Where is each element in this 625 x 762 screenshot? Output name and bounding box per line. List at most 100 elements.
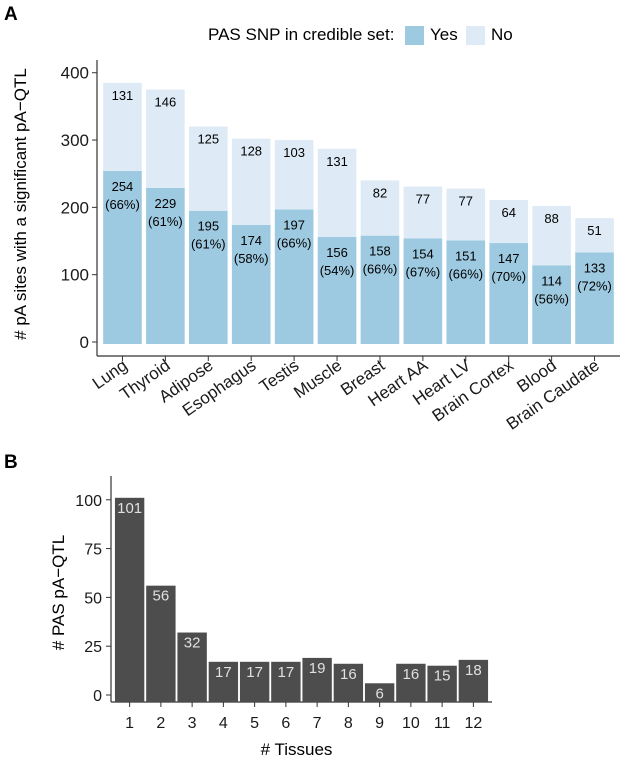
bar-label-yes: 147 bbox=[498, 251, 520, 266]
bar bbox=[333, 663, 364, 702]
x-tick-label: 12 bbox=[464, 715, 482, 732]
bar-yes bbox=[146, 187, 185, 344]
bar bbox=[271, 661, 301, 702]
x-tick-label: 6 bbox=[281, 715, 290, 732]
bar-no bbox=[446, 188, 486, 241]
bar-label-yes: 158 bbox=[369, 244, 391, 259]
bar-no bbox=[317, 148, 357, 237]
bar-value-label: 15 bbox=[434, 668, 451, 685]
y-tick-label: 100 bbox=[75, 493, 102, 510]
bar-label-yes: 156 bbox=[326, 245, 348, 260]
bar-label-no: 77 bbox=[459, 194, 473, 209]
y-tick-label: 50 bbox=[84, 590, 102, 607]
x-tick-label: 9 bbox=[375, 715, 384, 732]
bar-value-label: 18 bbox=[465, 662, 482, 679]
bar-no bbox=[103, 82, 142, 172]
bar-label-percent: (66%) bbox=[105, 197, 140, 212]
legend-swatch-yes bbox=[405, 26, 424, 45]
bar-label-no: 77 bbox=[416, 191, 430, 206]
bar-label-percent: (61%) bbox=[191, 237, 226, 252]
bar-yes bbox=[403, 238, 443, 344]
bar-no bbox=[146, 89, 185, 188]
bar-yes bbox=[231, 224, 271, 344]
bar-label-percent: (58%) bbox=[234, 251, 269, 266]
bar bbox=[239, 661, 270, 702]
bar-no bbox=[403, 186, 443, 239]
bar-value-label: 16 bbox=[340, 666, 357, 683]
bar-label-yes: 133 bbox=[584, 260, 606, 275]
bar bbox=[208, 661, 239, 702]
x-tick-label: 2 bbox=[156, 715, 165, 732]
bar-label-yes: 195 bbox=[197, 219, 219, 234]
bar-label-percent: (67%) bbox=[406, 264, 441, 279]
y-tick-label: 400 bbox=[61, 64, 89, 83]
x-tick-label: Muscle bbox=[290, 356, 345, 402]
y-tick-label: 75 bbox=[84, 542, 102, 559]
y-axis-title: # PAS pA−QTL bbox=[49, 535, 68, 650]
bar-label-yes: 154 bbox=[412, 246, 434, 261]
bar-label-yes: 197 bbox=[283, 217, 305, 232]
bar bbox=[302, 657, 332, 702]
bar-label-percent: (61%) bbox=[148, 214, 183, 229]
bar-value-label: 17 bbox=[278, 664, 295, 681]
bar bbox=[396, 663, 426, 702]
bar-label-yes: 229 bbox=[155, 196, 177, 211]
panel-a-chart: 0 100 200 300 400 # pA sites with a significa… bbox=[11, 25, 620, 434]
legend-label-yes: Yes bbox=[430, 25, 458, 44]
bar-label-no: 131 bbox=[326, 154, 348, 169]
bar-value-label: 101 bbox=[117, 500, 142, 517]
bar-no bbox=[360, 180, 400, 236]
x-tick-label: 10 bbox=[402, 715, 420, 732]
bar-label-no: 125 bbox=[197, 132, 219, 147]
y-tick-label: 0 bbox=[93, 688, 102, 705]
bar-no bbox=[532, 206, 571, 266]
bar-label-no: 88 bbox=[544, 211, 558, 226]
legend-label-no: No bbox=[491, 25, 513, 44]
bar-label-yes: 174 bbox=[240, 233, 262, 248]
bar-label-percent: (66%) bbox=[277, 235, 312, 250]
bar-yes bbox=[575, 252, 614, 344]
bar-yes bbox=[360, 235, 400, 344]
bar-value-label: 19 bbox=[309, 660, 326, 677]
bar-label-yes: 114 bbox=[541, 273, 562, 288]
bar-label-no: 146 bbox=[155, 95, 177, 110]
bar bbox=[364, 683, 395, 702]
bar-label-percent: (66%) bbox=[363, 262, 398, 277]
bar-value-label: 17 bbox=[246, 664, 263, 681]
x-tick-label: 8 bbox=[344, 715, 353, 732]
y-axis-title: # pA sites with a significant pA−QTL bbox=[11, 68, 30, 340]
bar-label-no: 51 bbox=[587, 223, 601, 238]
bar bbox=[146, 585, 176, 702]
bar-label-no: 128 bbox=[240, 144, 262, 159]
bar-label-no: 131 bbox=[112, 88, 134, 103]
bar-label-no: 64 bbox=[501, 205, 515, 220]
bar-label-percent: (72%) bbox=[577, 278, 612, 293]
bar bbox=[114, 497, 145, 702]
bar-yes bbox=[317, 236, 357, 344]
x-tick-label: 11 bbox=[434, 715, 451, 732]
legend-swatch-no bbox=[466, 26, 485, 45]
x-axis-title: # Tissues bbox=[261, 740, 333, 759]
bar-label-yes: 254 bbox=[112, 179, 134, 194]
y-tick-label: 0 bbox=[80, 333, 89, 352]
x-tick-label: 7 bbox=[313, 715, 322, 732]
y-tick-label: 300 bbox=[61, 131, 89, 150]
bar-label-percent: (70%) bbox=[491, 269, 526, 284]
bar-value-label: 16 bbox=[403, 666, 420, 683]
x-tick-label: 1 bbox=[125, 715, 134, 732]
bar-value-label: 56 bbox=[153, 588, 170, 605]
x-tick-label: 3 bbox=[188, 715, 197, 732]
bar-no bbox=[274, 140, 314, 210]
bar-label-percent: (56%) bbox=[534, 291, 569, 306]
bar bbox=[427, 665, 457, 702]
bar-label-no: 82 bbox=[373, 185, 387, 200]
bar-no bbox=[489, 199, 529, 244]
bar-yes bbox=[103, 171, 142, 344]
bar-yes bbox=[446, 240, 486, 344]
legend-title: PAS SNP in credible set: bbox=[208, 25, 394, 44]
bar-yes bbox=[489, 243, 529, 344]
x-tick-label: 5 bbox=[250, 715, 259, 732]
y-tick-label: 100 bbox=[61, 266, 89, 285]
y-tick-label: 25 bbox=[84, 639, 102, 656]
